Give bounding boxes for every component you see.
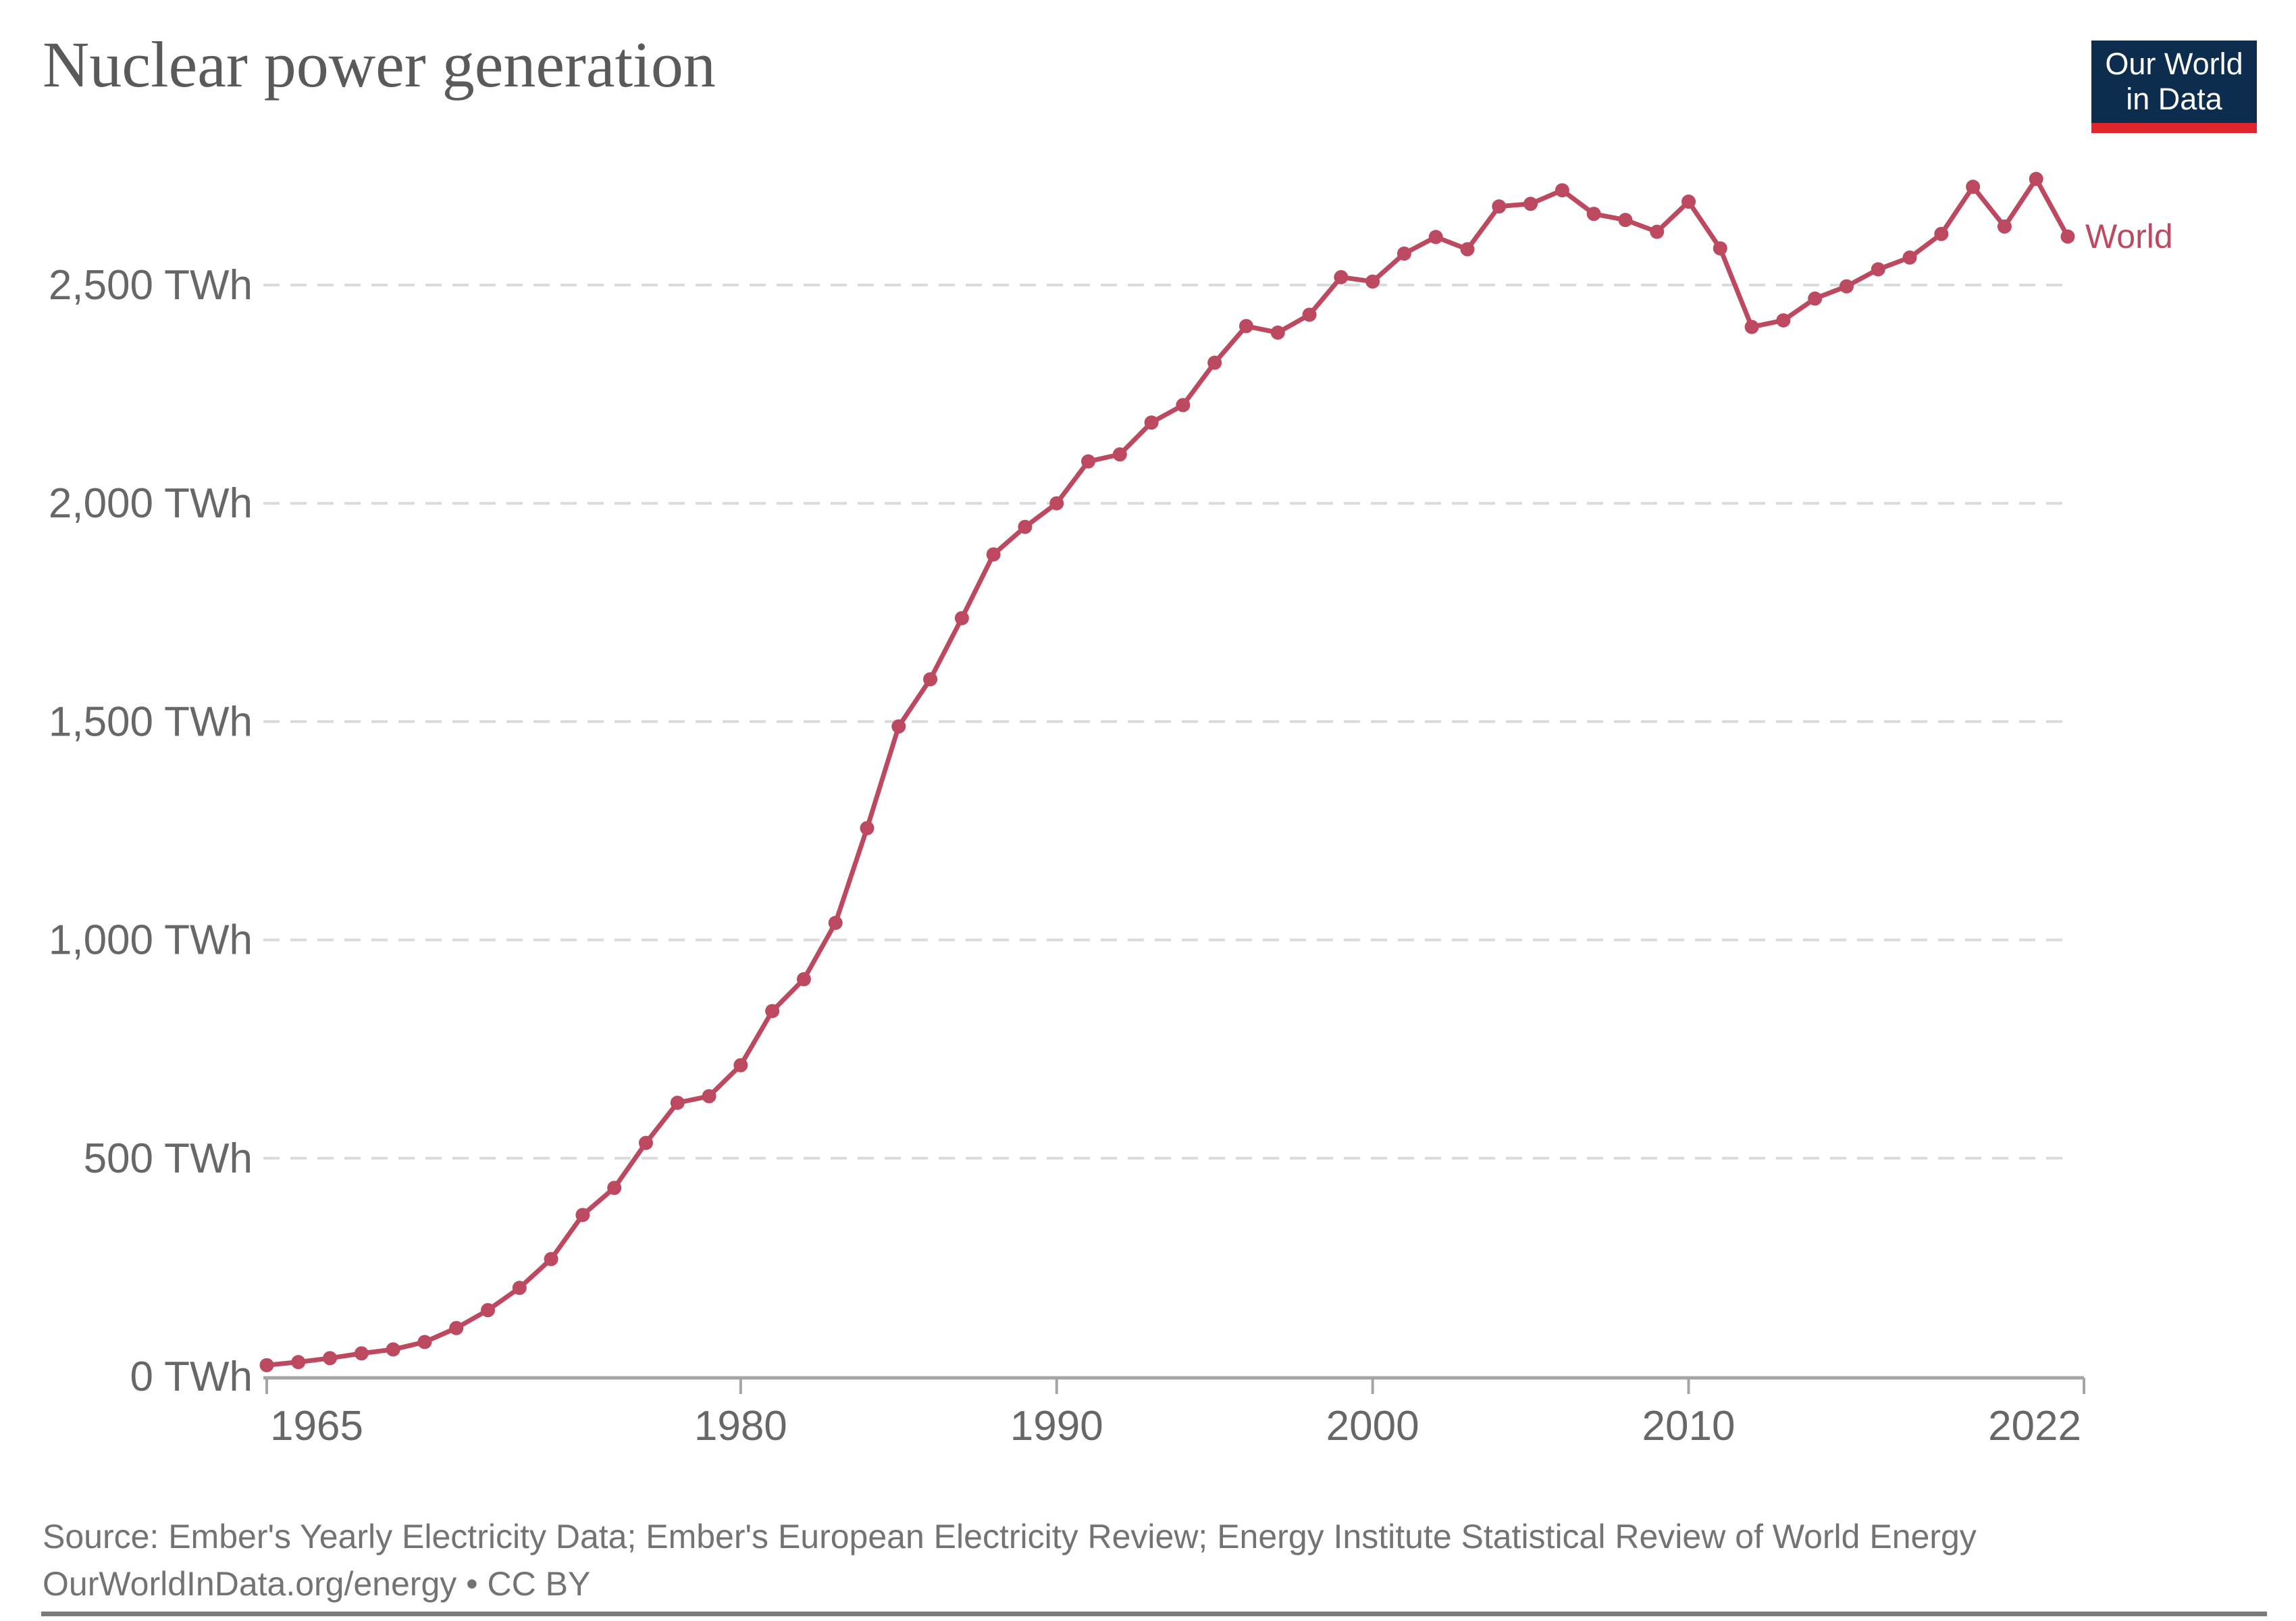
data-point-1998[interactable]: [1302, 307, 1317, 322]
x-axis-label-2000: 2000: [1326, 1403, 1419, 1449]
data-point-1983[interactable]: [828, 915, 843, 930]
data-point-2003[interactable]: [1460, 242, 1475, 257]
owid-logo-text: Our World in Data: [2091, 41, 2257, 123]
y-axis-label-1000: 1,000 TWh: [49, 917, 253, 964]
x-axis-label-1990: 1990: [1010, 1403, 1103, 1449]
data-point-1982[interactable]: [796, 972, 811, 987]
data-point-1980[interactable]: [733, 1058, 748, 1073]
data-point-1989[interactable]: [1018, 519, 1033, 534]
data-point-2019[interactable]: [1966, 180, 1981, 195]
data-point-2013[interactable]: [1776, 313, 1791, 328]
data-point-2016[interactable]: [1871, 262, 1885, 277]
data-point-2014[interactable]: [1808, 291, 1823, 306]
data-point-1974[interactable]: [544, 1252, 558, 1266]
y-axis-label-0: 0 TWh: [130, 1354, 253, 1400]
data-point-1976[interactable]: [607, 1181, 622, 1195]
source-url-license[interactable]: OurWorldInData.org/energy • CC BY: [43, 1565, 591, 1603]
owid-logo[interactable]: Our World in Data: [2091, 41, 2257, 133]
data-point-2010[interactable]: [1681, 195, 1696, 209]
data-point-2011[interactable]: [1713, 241, 1727, 256]
data-point-2020[interactable]: [1997, 219, 2012, 234]
data-point-1967[interactable]: [323, 1351, 338, 1366]
data-point-1965[interactable]: [259, 1358, 274, 1372]
data-point-1973[interactable]: [512, 1281, 527, 1295]
data-point-1999[interactable]: [1334, 269, 1349, 284]
data-point-1995[interactable]: [1207, 355, 1222, 370]
data-point-1990[interactable]: [1049, 496, 1064, 511]
x-axis-label-2022: 2022: [1988, 1403, 2081, 1449]
y-axis-label-1500: 1,500 TWh: [49, 698, 253, 745]
data-point-2001[interactable]: [1397, 246, 1411, 261]
owid-logo-line2: in Data: [2126, 82, 2222, 116]
data-point-1997[interactable]: [1270, 325, 1285, 340]
data-point-2000[interactable]: [1365, 274, 1380, 289]
data-point-1981[interactable]: [765, 1004, 780, 1019]
data-point-2021[interactable]: [2029, 172, 2043, 186]
data-point-1969[interactable]: [386, 1342, 400, 1357]
y-axis-label-2000: 2,000 TWh: [49, 480, 253, 527]
y-axis-label-2500: 2,500 TWh: [49, 262, 253, 309]
x-axis-label-2010: 2010: [1642, 1403, 1736, 1449]
data-point-1979[interactable]: [702, 1089, 716, 1104]
data-point-1986[interactable]: [923, 672, 938, 687]
data-point-2002[interactable]: [1428, 230, 1443, 245]
data-point-1977[interactable]: [638, 1135, 653, 1150]
data-point-1970[interactable]: [417, 1335, 432, 1349]
page-title: Nuclear power generation: [43, 28, 716, 101]
data-point-2022[interactable]: [2060, 229, 2075, 244]
x-axis-label-1980: 1980: [694, 1403, 787, 1449]
data-point-1994[interactable]: [1176, 398, 1191, 413]
data-point-2017[interactable]: [1902, 250, 1917, 265]
source-citation: Source: Ember's Yearly Electricity Data;…: [43, 1518, 1977, 1555]
owid-logo-red-strip: [2091, 123, 2257, 133]
data-point-1966[interactable]: [291, 1355, 306, 1370]
data-point-1993[interactable]: [1144, 415, 1159, 430]
data-point-1996[interactable]: [1238, 319, 1253, 334]
source-block: Source: Ember's Yearly Electricity Data;…: [43, 1513, 2136, 1607]
data-point-1985[interactable]: [891, 719, 906, 734]
data-point-1968[interactable]: [354, 1346, 369, 1361]
data-point-1984[interactable]: [860, 821, 875, 835]
data-point-1991[interactable]: [1081, 454, 1096, 469]
footer-divider-bar: [41, 1612, 2267, 1616]
series-line-world[interactable]: [264, 176, 2070, 1368]
data-point-2012[interactable]: [1744, 319, 1759, 334]
data-point-2008[interactable]: [1618, 213, 1633, 228]
data-point-2007[interactable]: [1586, 207, 1601, 222]
data-point-2018[interactable]: [1934, 226, 1949, 241]
data-point-1987[interactable]: [954, 611, 969, 625]
data-point-1988[interactable]: [986, 547, 1001, 562]
data-point-1972[interactable]: [481, 1303, 496, 1318]
y-axis-label-500: 500 TWh: [84, 1135, 253, 1182]
data-point-2005[interactable]: [1523, 197, 1538, 211]
data-point-2006[interactable]: [1555, 183, 1569, 198]
data-point-2009[interactable]: [1650, 224, 1665, 239]
data-point-1971[interactable]: [449, 1320, 464, 1335]
series-end-label: World: [2085, 217, 2173, 255]
data-point-1978[interactable]: [670, 1096, 685, 1110]
data-point-2004[interactable]: [1492, 199, 1507, 214]
data-point-2015[interactable]: [1839, 279, 1854, 294]
data-point-1975[interactable]: [575, 1208, 590, 1223]
data-point-1992[interactable]: [1112, 447, 1127, 462]
owid-logo-line1: Our World: [2105, 47, 2243, 81]
x-axis-label-1965: 1965: [270, 1403, 363, 1449]
